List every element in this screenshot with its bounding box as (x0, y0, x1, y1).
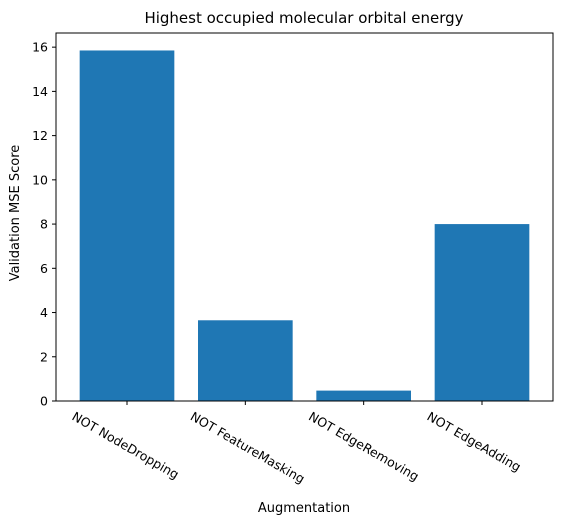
bar-not-edgeadding (434, 224, 530, 401)
plot-frame (55, 32, 554, 402)
y-tick-label: 6 (40, 261, 48, 276)
bar-not-nodedropping (79, 50, 175, 401)
x-tick-label: NOT NodeDropping (70, 409, 182, 482)
y-tick-label: 12 (32, 128, 48, 143)
y-tick-label: 10 (32, 172, 48, 187)
bar-not-featuremasking (198, 320, 293, 401)
y-tick-label: 0 (40, 394, 48, 409)
x-tick-label: NOT EdgeAdding (425, 409, 524, 475)
y-tick-label: 14 (32, 84, 48, 99)
y-axis-label: Validation MSE Score (8, 145, 23, 282)
y-tick-label: 8 (40, 217, 48, 232)
x-axis-label: Augmentation (258, 501, 350, 516)
chart-title: Highest occupied molecular orbital energ… (144, 9, 463, 27)
x-tick-label: NOT EdgeRemoving (306, 409, 421, 484)
y-tick-label: 4 (40, 305, 48, 320)
x-tick-label: NOT FeatureMasking (188, 409, 308, 487)
y-tick-label: 2 (40, 349, 48, 364)
y-tick-label: 16 (32, 40, 48, 55)
bars-layer (79, 50, 530, 401)
bar-not-edgeremoving (316, 390, 411, 401)
